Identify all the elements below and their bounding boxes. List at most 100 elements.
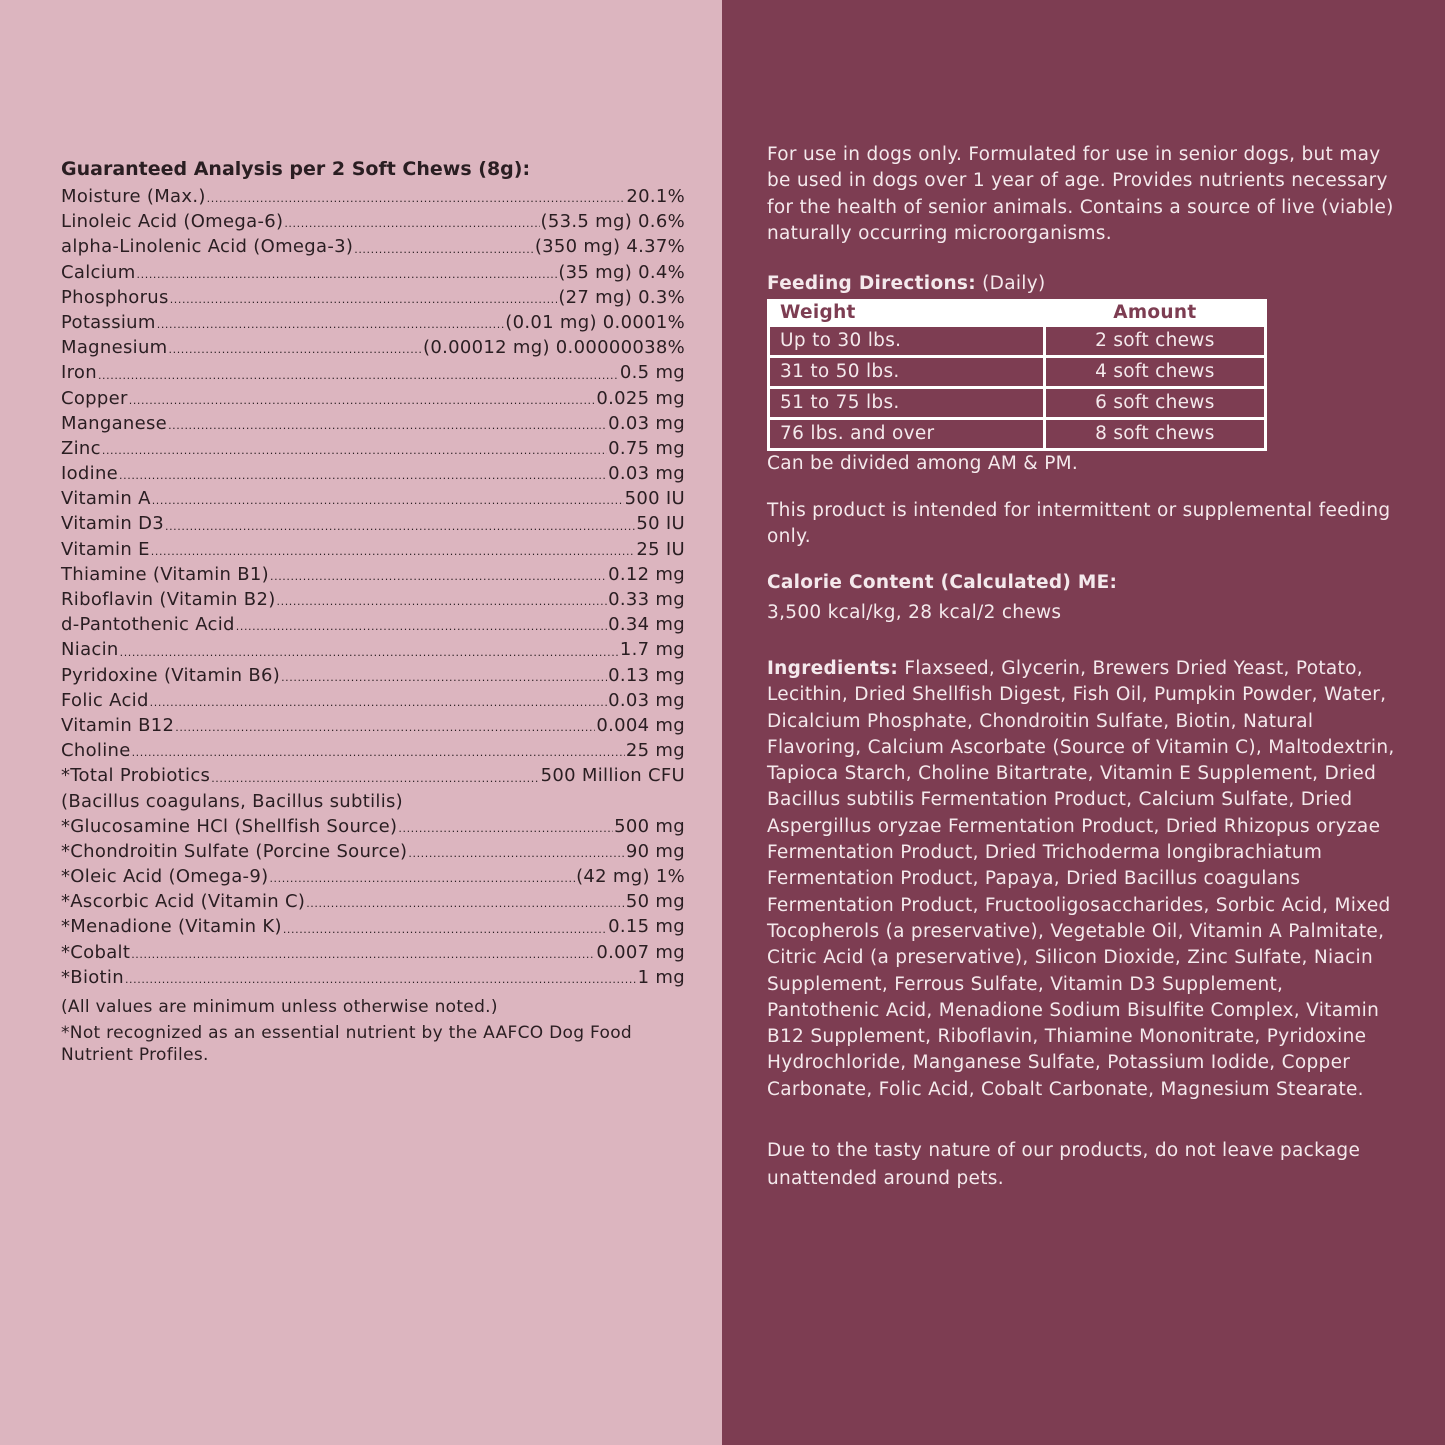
dot-leader [129, 386, 596, 411]
nutrient-name: alpha-Linolenic Acid (Omega-3) [61, 236, 354, 258]
nutrient-value: (0.00012 mg) 0.00000038% [423, 337, 685, 359]
analysis-row: Choline 25 mg [61, 738, 685, 763]
nutrient-name: *Glucosamine HCl (Shellfish Source) [61, 815, 398, 837]
nutrient-name: *Cobalt [61, 941, 131, 963]
analysis-row: Vitamin D3 50 IU [61, 511, 685, 536]
analysis-row: alpha-Linolenic Acid (Omega-3) (350 mg) 4… [61, 234, 685, 259]
nutrient-value: (53.5 mg) 0.6% [540, 211, 685, 233]
nutrient-value: 90 mg [625, 840, 685, 862]
calorie-label-text: Calorie Content (Calculated) ME: [767, 572, 1118, 594]
nutrient-value: 500 IU [624, 488, 685, 510]
analysis-row: Iodine 0.03 mg [61, 461, 685, 486]
dot-leader [207, 184, 626, 209]
nutrient-value: (27 mg) 0.3% [558, 286, 685, 308]
analysis-row: Vitamin B12 0.004 mg [61, 713, 685, 738]
aafco-note: *Not recognized as an essential nutrient… [61, 1023, 632, 1065]
nutrient-name: Copper [61, 387, 128, 409]
dot-leader [165, 511, 635, 537]
dot-leader [270, 562, 607, 587]
analysis-row: Zinc 0.75 mg [61, 436, 685, 461]
dot-leader [98, 360, 619, 386]
minimum-values-note: (All values are minimum unless otherwise… [61, 997, 498, 1017]
dot-leader [211, 763, 539, 789]
analysis-row: Linoleic Acid (Omega-6) (53.5 mg) 0.6% [61, 209, 685, 234]
nutrient-name: Riboflavin (Vitamin B2) [61, 589, 276, 610]
amount-cell: 8 soft chews [1045, 420, 1264, 449]
dot-leader [131, 940, 595, 965]
dot-leader [125, 965, 637, 990]
analysis-row: Calcium (35 mg) 0.4% [61, 260, 685, 285]
nutrient-name: Calcium [61, 261, 136, 283]
analysis-row: Vitamin E 25 IU [61, 537, 685, 562]
nutrient-value: 50 IU [636, 513, 685, 535]
dot-leader [281, 663, 607, 688]
weight-cell: 51 to 75 lbs. [770, 389, 1043, 418]
nutrient-name: Vitamin B12 [61, 714, 175, 736]
nutrient-name: Niacin [61, 639, 119, 661]
divided-note: Can be divided among AM & PM. [767, 453, 1079, 475]
amount-cell: 6 soft chews [1045, 389, 1264, 418]
intro-text: For use in dogs only. Formulated for use… [767, 144, 1394, 244]
nutrient-value: (350 mg) 4.37% [534, 236, 685, 258]
dot-leader [137, 260, 558, 285]
dot-leader [269, 864, 575, 889]
nutrient-value: 0.03 mg [608, 412, 685, 434]
guaranteed-analysis: Guaranteed Analysis per 2 Soft Chews (8g… [61, 157, 685, 1066]
analysis-row: *Ascorbic Acid (Vitamin C) 50 mg [61, 889, 685, 914]
analysis-row: *Glucosamine HCl (Shellfish Source) 500 m… [61, 814, 685, 839]
nutrient-name: d-Pantothenic Acid [61, 614, 235, 636]
feeding-label: Feeding Directions: [767, 273, 976, 295]
analysis-row: Copper 0.025 mg [61, 386, 685, 411]
nutrient-value: 25 IU [636, 538, 685, 560]
nutrient-name: Linoleic Acid (Omega-6) [61, 211, 284, 233]
nutrient-value: 50 mg [625, 891, 685, 913]
dot-leader [404, 789, 684, 814]
analysis-title: Guaranteed Analysis per 2 Soft Chews (8g… [61, 158, 531, 180]
analysis-row: Magnesium (0.00012 mg) 0.00000038% [61, 335, 685, 360]
feeding-row: 31 to 50 lbs. 4 soft chews [770, 358, 1264, 387]
dot-leader [175, 713, 595, 738]
nutrient-name: Iron [61, 362, 97, 384]
nutrient-value: 0.03 mg [608, 689, 685, 711]
analysis-row: *Total Probiotics 500 Million CFU [61, 763, 685, 788]
nutrient-value: 1 mg [637, 966, 685, 988]
dot-leader [168, 411, 607, 436]
nutrient-name: Choline [61, 740, 131, 762]
analysis-row: Phosphorus (27 mg) 0.3% [61, 285, 685, 310]
nutrient-name: Vitamin D3 [61, 513, 164, 535]
warning-text: Due to the tasty nature of our products,… [767, 1140, 1361, 1190]
dot-leader [306, 889, 625, 914]
analysis-row: *Menadione (Vitamin K) 0.15 mg [61, 914, 685, 939]
info-panel: For use in dogs only. Formulated for use… [722, 0, 1445, 1445]
calorie-label: Calorie Content (Calculated) ME: [767, 570, 1407, 596]
dot-leader [132, 738, 625, 763]
dot-leader [119, 461, 607, 486]
nutrient-value: 0.007 mg [596, 941, 685, 963]
nutrient-value: 0.12 mg [608, 563, 685, 585]
dot-leader [151, 537, 636, 562]
header-weight: Weight [770, 302, 1043, 325]
amount-cell: 4 soft chews [1045, 358, 1264, 387]
amount-cell: 2 soft chews [1045, 327, 1264, 356]
analysis-row: Folic Acid 0.03 mg [61, 688, 685, 713]
analysis-row: (Bacillus coagulans, Bacillus subtilis) [61, 789, 685, 814]
analysis-row: Riboflavin (Vitamin B2) 0.33 mg [61, 587, 685, 612]
nutrient-name: *Total Probiotics [61, 765, 211, 787]
calorie-value: 3,500 kcal/kg, 28 kcal/2 chews [767, 601, 1062, 623]
nutrient-value: 0.34 mg [608, 614, 685, 636]
nutrient-name: Manganese [61, 412, 168, 434]
nutrient-value: 0.75 mg [608, 437, 685, 459]
analysis-row: Thiamine (Vitamin B1) 0.12 mg [61, 562, 685, 587]
nutrient-value: 20.1% [626, 186, 685, 207]
analysis-row: Niacin 1.7 mg [61, 637, 685, 662]
nutrient-name: Vitamin A [61, 488, 151, 510]
nutrient-value: 0.33 mg [608, 589, 685, 610]
nutrient-value: 0.13 mg [608, 664, 685, 686]
analysis-row: *Biotin 1 mg [61, 965, 685, 990]
analysis-row: *Cobalt 0.007 mg [61, 940, 685, 965]
dot-leader [120, 637, 619, 663]
dot-leader [236, 612, 607, 637]
nutrient-name: *Ascorbic Acid (Vitamin C) [61, 891, 306, 913]
nutrient-value: (0.01 mg) 0.0001% [505, 311, 685, 333]
nutrient-name: Potassium [61, 311, 156, 333]
